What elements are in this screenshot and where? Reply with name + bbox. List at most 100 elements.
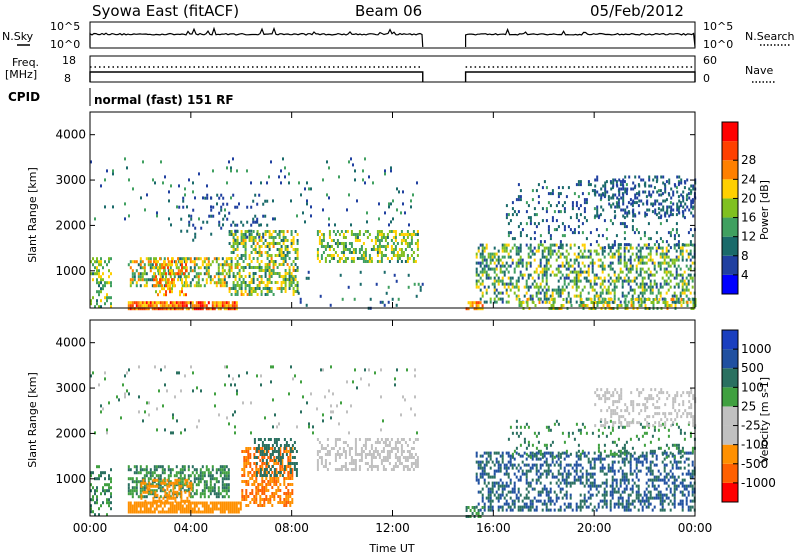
heatmap-cell — [179, 477, 182, 481]
heatmap-cell — [599, 294, 602, 298]
heatmap-cell — [282, 236, 285, 239]
heatmap-cell — [607, 195, 610, 199]
heatmap-cell — [225, 471, 228, 475]
heatmap-cell — [669, 264, 672, 268]
heatmap-cell — [283, 492, 286, 495]
heatmap-cell — [157, 510, 160, 514]
heatmap-cell — [219, 510, 222, 514]
heatmap-cell — [348, 462, 351, 465]
heatmap-cell — [244, 251, 247, 254]
heatmap-cell — [595, 294, 598, 298]
heatmap-cell — [545, 267, 548, 271]
heatmap-cell — [161, 507, 164, 511]
heatmap-cell — [211, 510, 214, 514]
heatmap-cell — [376, 453, 379, 456]
heatmap-cell — [565, 258, 568, 262]
heatmap-cell — [279, 465, 282, 468]
heatmap-cell — [583, 285, 586, 289]
heatmap-cell — [360, 450, 363, 453]
heatmap-cell — [181, 465, 184, 469]
heatmap-cell — [406, 242, 409, 245]
heatmap-cell — [106, 299, 108, 303]
heatmap-cell — [549, 255, 552, 259]
heatmap-cell — [400, 248, 403, 251]
heatmap-cell — [647, 246, 650, 250]
heatmap-cell — [258, 193, 261, 197]
heatmap-cell — [541, 487, 544, 491]
heatmap-cell — [334, 441, 337, 444]
heatmap-cell — [384, 438, 387, 441]
heatmap-cell — [185, 275, 187, 279]
heatmap-cell — [383, 270, 386, 274]
heatmap-cell — [649, 273, 652, 277]
beam-title: Beam 06 — [355, 2, 422, 20]
heatmap-cell — [225, 501, 228, 505]
heatmap-cell — [271, 444, 274, 447]
heatmap-cell — [608, 304, 611, 307]
heatmap-cell — [227, 495, 230, 499]
heatmap-cell — [657, 207, 660, 211]
heatmap-cell — [241, 480, 244, 483]
heatmap-cell — [347, 285, 350, 289]
heatmap-cell — [667, 243, 670, 247]
heatmap-cell — [324, 465, 327, 468]
heatmap-cell — [163, 304, 166, 308]
heatmap-cell — [280, 263, 283, 266]
heatmap-cell — [151, 492, 154, 496]
heatmap-cell — [296, 281, 299, 284]
heatmap-cell — [254, 236, 257, 239]
heatmap-cell — [273, 450, 276, 453]
heatmap-cell — [665, 279, 668, 283]
heatmap-cell — [173, 281, 175, 285]
heatmap-cell — [273, 495, 276, 498]
heatmap-cell — [414, 462, 417, 465]
heatmap-cell — [244, 290, 247, 293]
heatmap-cell — [557, 484, 560, 488]
heatmap-cell — [287, 459, 290, 462]
heatmap-cell — [637, 300, 640, 304]
heatmap-cell — [284, 257, 287, 260]
heatmap-cell — [591, 264, 594, 268]
heatmap-cell — [213, 477, 216, 481]
heatmap-cell — [657, 288, 660, 292]
heatmap-cell — [569, 246, 572, 250]
heatmap-cell — [404, 211, 406, 215]
heatmap-cell — [565, 261, 568, 265]
heatmap-cell — [562, 304, 565, 307]
heatmap-cell — [295, 471, 298, 474]
nsky-line — [464, 27, 696, 48]
heatmap-cell — [274, 272, 277, 275]
heatmap-cell — [328, 217, 330, 221]
heatmap-cell — [316, 438, 319, 441]
heatmap-cell — [372, 453, 375, 456]
heatmap-cell — [257, 456, 260, 459]
heatmap-cell — [527, 469, 530, 473]
heatmap-cell — [209, 507, 212, 511]
heatmap-cell — [151, 474, 154, 478]
heatmap-cell — [658, 193, 661, 197]
heatmap-cell — [493, 279, 496, 283]
heatmap-cell — [469, 304, 472, 308]
heatmap-cell — [243, 480, 246, 483]
heatmap-cell — [191, 471, 194, 475]
heatmap-cell — [563, 225, 566, 229]
heatmap-cell — [263, 438, 266, 441]
heatmap-cell — [285, 501, 288, 504]
heatmap-cell — [207, 468, 210, 472]
heatmap-cell — [153, 301, 156, 305]
heatmap-cell — [193, 269, 196, 273]
heatmap-cell — [220, 193, 223, 197]
heatmap-cell — [575, 294, 578, 298]
heatmap-cell — [203, 486, 206, 490]
heatmap-cell — [169, 281, 171, 285]
heatmap-cell — [228, 230, 231, 233]
heatmap-cell — [571, 285, 574, 289]
heatmap-cell — [495, 451, 498, 455]
heatmap-cell — [326, 438, 329, 441]
heatmap-cell — [108, 504, 110, 508]
heatmap-cell — [194, 226, 197, 230]
heatmap-cell — [167, 287, 169, 291]
heatmap-cell — [179, 269, 182, 273]
heatmap-cell — [272, 239, 275, 242]
heatmap-cell — [537, 490, 540, 494]
